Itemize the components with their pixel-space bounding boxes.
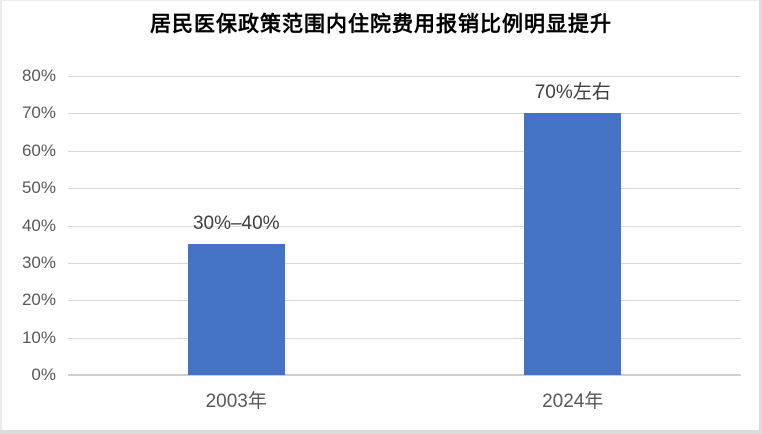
gridline xyxy=(68,337,741,339)
y-tick-label: 10% xyxy=(21,327,56,347)
gridline xyxy=(68,113,741,115)
bar xyxy=(187,244,285,375)
y-tick-label: 70% xyxy=(21,103,56,123)
y-tick-label: 80% xyxy=(21,66,56,85)
gridline xyxy=(68,188,741,190)
gridline xyxy=(68,225,741,227)
gridline xyxy=(68,76,741,77)
y-tick-label: 60% xyxy=(21,140,56,160)
gridline xyxy=(68,300,741,302)
x-category-label: 2003年 xyxy=(205,391,267,412)
bar xyxy=(524,113,622,375)
gridline xyxy=(68,150,741,152)
bar-data-label: 70%左右 xyxy=(534,82,611,104)
chart-title: 居民医保政策范围内住院费用报销比例明显提升 xyxy=(150,13,612,36)
y-tick-label: 30% xyxy=(21,252,56,272)
gridline xyxy=(68,262,741,264)
x-category-label: 2024年 xyxy=(542,391,604,412)
bar-data-label: 30%–40% xyxy=(192,213,280,235)
x-axis-line xyxy=(68,374,741,376)
y-tick-label: 0% xyxy=(31,365,56,384)
y-tick-label: 50% xyxy=(21,178,56,198)
y-tick-label: 40% xyxy=(21,215,56,235)
y-tick-label: 20% xyxy=(21,290,56,310)
